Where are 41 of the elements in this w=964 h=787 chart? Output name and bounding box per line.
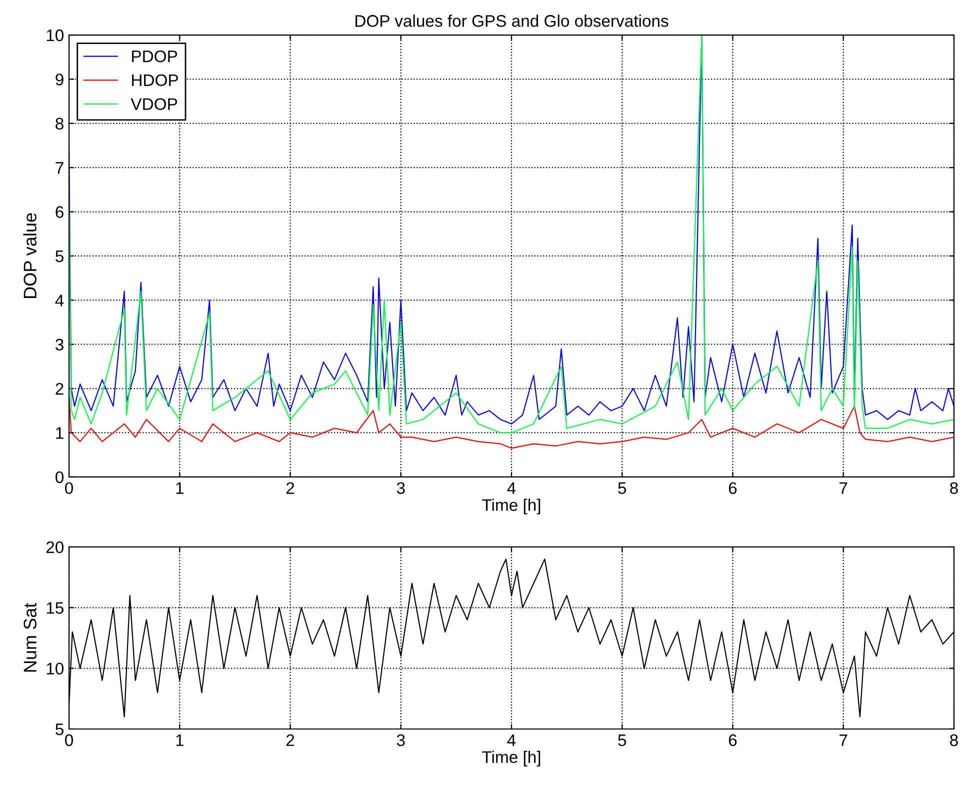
x-tick-label: 6 <box>728 734 737 746</box>
x-tick-label: 1 <box>176 482 184 494</box>
y-tick-label: 4 <box>55 294 64 306</box>
chart-title: DOP values for GPS and Glo observations <box>356 14 668 27</box>
legend-label: HDOP <box>132 74 178 86</box>
x-tick-label: 7 <box>840 482 848 494</box>
legend-label: PDOP <box>132 50 178 62</box>
legend-label: VDOP <box>130 98 178 110</box>
y-tick-label: 2 <box>56 382 64 395</box>
y-tick-label: 7 <box>56 162 64 174</box>
y-tick-label: 0 <box>56 471 64 484</box>
y-tick-label: 5 <box>56 724 64 736</box>
y-tick-label: 10 <box>46 29 64 42</box>
x-tick-label: 5 <box>618 482 626 494</box>
y-tick-label: 15 <box>46 602 64 614</box>
x-axis-title: Time [h] <box>482 498 540 514</box>
x-tick-label: 2 <box>286 734 294 746</box>
y-tick-label: 20 <box>46 541 64 554</box>
x-tick-label: 8 <box>950 734 958 746</box>
x-tick-label: 1 <box>176 734 184 746</box>
y-tick-label: 9 <box>56 74 64 86</box>
y-axis-title: DOP value <box>23 213 36 298</box>
y-tick-label: 10 <box>46 662 64 675</box>
x-axis-title: Time [h] <box>482 750 540 766</box>
y-tick-label: 1 <box>56 427 64 439</box>
x-tick-label: 4 <box>507 734 516 746</box>
y-tick-label: 8 <box>56 118 64 130</box>
x-tick-label: 8 <box>950 482 958 494</box>
x-tick-label: 2 <box>286 482 294 494</box>
x-tick-label: 0 <box>65 482 74 494</box>
y-tick-label: 6 <box>56 206 64 218</box>
x-tick-label: 3 <box>396 734 405 746</box>
x-tick-label: 4 <box>507 482 516 494</box>
x-tick-label: 5 <box>618 734 626 746</box>
y-tick-label: 3 <box>56 338 64 351</box>
x-tick-label: 3 <box>396 482 405 494</box>
y-axis-title: Num Sat <box>24 602 36 672</box>
x-tick-label: 6 <box>728 482 737 494</box>
x-tick-label: 0 <box>65 734 74 746</box>
x-tick-label: 7 <box>840 734 848 746</box>
y-tick-label: 5 <box>56 250 64 262</box>
